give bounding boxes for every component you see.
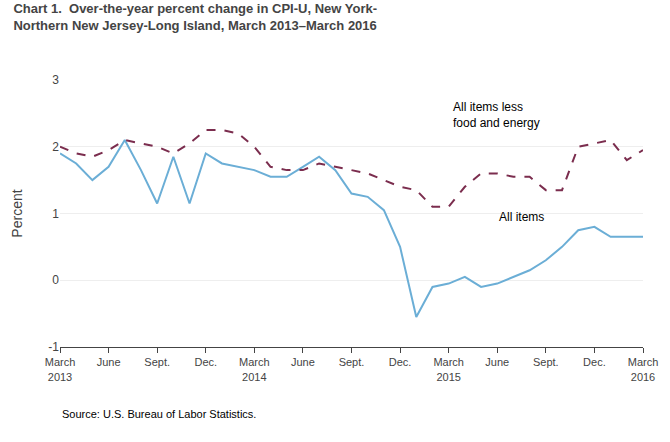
svg-text:Dec.: Dec. xyxy=(583,356,606,368)
svg-text:March2015: March2015 xyxy=(433,356,464,382)
svg-text:Percent: Percent xyxy=(9,189,25,237)
svg-text:All items lessfood and energy: All items lessfood and energy xyxy=(453,100,540,130)
svg-text:Sept.: Sept. xyxy=(144,356,170,368)
svg-text:June: June xyxy=(97,356,121,368)
svg-text:1: 1 xyxy=(52,207,59,221)
svg-text:March2014: March2014 xyxy=(239,356,270,382)
svg-text:Source: U.S. Bureau of Labor S: Source: U.S. Bureau of Labor Statistics. xyxy=(62,408,256,420)
svg-text:March2016: March2016 xyxy=(628,356,659,382)
svg-text:Dec.: Dec. xyxy=(389,356,412,368)
svg-text:-1: -1 xyxy=(48,340,59,354)
svg-text:June: June xyxy=(485,356,509,368)
svg-text:Chart 1. Over-the-year percen: Chart 1. Over-the-year percent change in… xyxy=(13,1,377,33)
svg-text:June: June xyxy=(291,356,315,368)
svg-text:3: 3 xyxy=(52,73,59,87)
svg-text:Dec.: Dec. xyxy=(194,356,217,368)
svg-text:0: 0 xyxy=(52,273,59,287)
svg-text:March2013: March2013 xyxy=(45,356,76,382)
svg-text:All items: All items xyxy=(499,210,544,224)
svg-text:Sept.: Sept. xyxy=(533,356,559,368)
svg-text:Sept.: Sept. xyxy=(339,356,365,368)
svg-text:2: 2 xyxy=(52,140,59,154)
